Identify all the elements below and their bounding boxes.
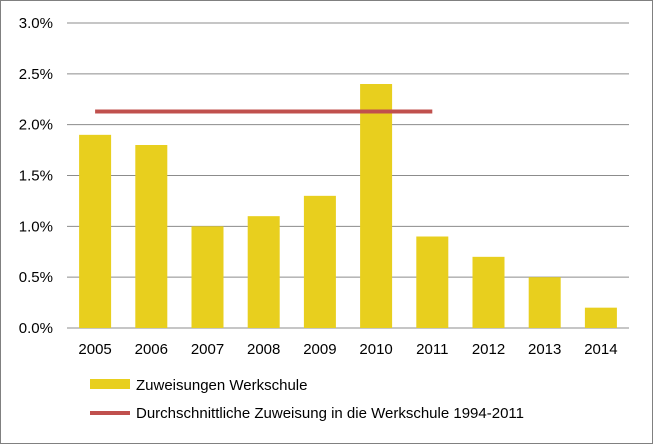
bar	[303, 195, 336, 328]
y-tick-label: 3.0%	[19, 15, 53, 32]
legend-label-line: Durchschnittliche Zuweisung in die Werks…	[136, 405, 524, 422]
y-tick-label: 2.0%	[19, 117, 53, 134]
legend-label-bar: Zuweisungen Werkschule	[136, 377, 307, 394]
x-tick-label: 2007	[191, 341, 224, 358]
x-tick-label: 2011	[416, 341, 448, 358]
bar	[360, 84, 393, 328]
bar	[79, 134, 112, 328]
x-tick-label: 2013	[528, 341, 561, 358]
x-tick-label: 2009	[303, 341, 336, 358]
bar	[584, 307, 617, 328]
bar	[191, 226, 224, 328]
x-tick-label: 2014	[584, 341, 617, 358]
legend-swatch-bar	[90, 379, 130, 389]
bar	[135, 145, 168, 328]
y-tick-label: 0.0%	[19, 320, 53, 337]
y-tick-label: 1.0%	[19, 218, 53, 235]
y-tick-label: 0.5%	[19, 269, 53, 286]
y-tick-label: 1.5%	[19, 168, 53, 185]
x-tick-label: 2010	[359, 341, 392, 358]
bar	[472, 256, 505, 328]
bar	[247, 216, 280, 328]
bar	[416, 236, 449, 328]
bar	[528, 277, 561, 328]
x-tick-label: 2008	[247, 341, 280, 358]
y-tick-label: 2.5%	[19, 66, 53, 83]
x-tick-label: 2006	[135, 341, 168, 358]
x-tick-label: 2005	[78, 341, 111, 358]
x-tick-label: 2012	[472, 341, 505, 358]
legend: Zuweisungen Werkschule Durchschnittliche…	[90, 377, 524, 422]
bar-series	[79, 84, 617, 328]
x-axis-ticks: 2005 2006 2007 2008 2009 2010 2011 2012 2013 2014	[78, 341, 617, 358]
y-axis-ticks: 0.0% 0.5% 1.0% 1.5% 2.0% 2.5% 3.0%	[19, 15, 53, 337]
